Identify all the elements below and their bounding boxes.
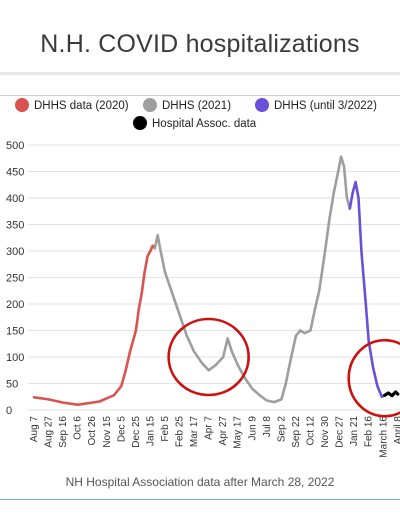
y-tick-label: 200: [6, 299, 24, 311]
title-divider: [0, 72, 400, 75]
y-tick-label: 50: [6, 379, 18, 391]
legend-swatch: [133, 116, 147, 130]
y-tick-label: 500: [6, 140, 24, 152]
series-line: [383, 390, 400, 398]
x-tick-label: Mar 17: [189, 416, 200, 448]
x-tick-label: April 8: [393, 416, 400, 445]
chart-legend: DHHS data (2020) DHHS (2021) DHHS (until 3…: [15, 98, 377, 130]
chart-caption: NH Hospital Association data after March…: [65, 475, 335, 489]
highlight-circle: [347, 338, 400, 418]
x-tick-label: Apr 27: [218, 416, 229, 446]
x-tick-label: Sep 2: [276, 416, 287, 443]
page-title: N.H. COVID hospitalizations: [40, 30, 360, 58]
legend-label: DHHS (until 3/2022): [274, 100, 377, 112]
x-tick-label: Dec 5: [116, 416, 127, 443]
legend-swatch: [15, 98, 29, 112]
y-tick-label: 300: [6, 246, 24, 258]
y-tick-label: 100: [6, 352, 24, 364]
x-tick-label: Nov 15: [102, 416, 113, 448]
legend-label: DHHS data (2020): [34, 100, 129, 112]
y-tick-label: 400: [6, 193, 24, 205]
series-line: [32, 244, 157, 406]
y-tick-label: 150: [6, 326, 24, 338]
hospitalizations-line-chart: DHHS data (2020) DHHS (2021) DHHS (until 3…: [6, 98, 400, 458]
x-tick-label: May 17: [233, 416, 244, 449]
series-line: [348, 180, 386, 399]
x-axis: Aug 7 Aug 27 Sep 16 Oct 6 Oct 26 Nov 15 Dec 5 D…: [29, 416, 400, 458]
x-tick-label: Jul 8: [262, 416, 273, 438]
x-tick-label: Sep 16: [58, 416, 69, 448]
y-axis: 0 50 100 150 200 250 300 350 400 450 500: [6, 140, 24, 417]
legend-swatch: [143, 98, 157, 112]
legend-swatch: [255, 98, 269, 112]
y-tick-label: 250: [6, 273, 24, 285]
x-tick-label: Feb 16: [364, 416, 375, 448]
chart-series: [32, 155, 400, 406]
x-tick-label: Dec 25: [131, 416, 142, 448]
y-tick-label: 450: [6, 167, 24, 179]
x-tick-label: March 16: [378, 416, 389, 458]
x-tick-label: Dec 27: [335, 416, 346, 448]
x-tick-label: Oct 6: [73, 416, 84, 440]
x-tick-label: Jan 21: [349, 416, 360, 446]
x-tick-label: Nov 30: [320, 416, 331, 448]
y-tick-label: 350: [6, 220, 24, 232]
x-tick-label: Jan 15: [145, 416, 156, 446]
x-tick-label: Oct 12: [306, 416, 317, 446]
x-tick-label: Sep 22: [291, 416, 302, 448]
x-tick-label: Oct 26: [87, 416, 98, 446]
y-tick-label: 0: [6, 405, 12, 417]
x-tick-label: Feb 25: [175, 416, 186, 448]
x-tick-label: Feb 5: [160, 416, 171, 442]
x-tick-label: Aug 7: [29, 416, 40, 443]
chart-gridlines: [28, 144, 400, 411]
x-tick-label: Aug 27: [44, 416, 55, 448]
x-tick-label: Jun 9: [247, 416, 258, 441]
chart-annotations: [167, 317, 400, 418]
legend-label: DHHS (2021): [162, 100, 231, 112]
legend-label: Hospital Assoc. data: [152, 118, 257, 130]
series-line: [153, 155, 352, 404]
chart-frame: [0, 95, 400, 500]
highlight-circle: [167, 317, 250, 397]
x-tick-label: Apr 7: [204, 416, 215, 440]
